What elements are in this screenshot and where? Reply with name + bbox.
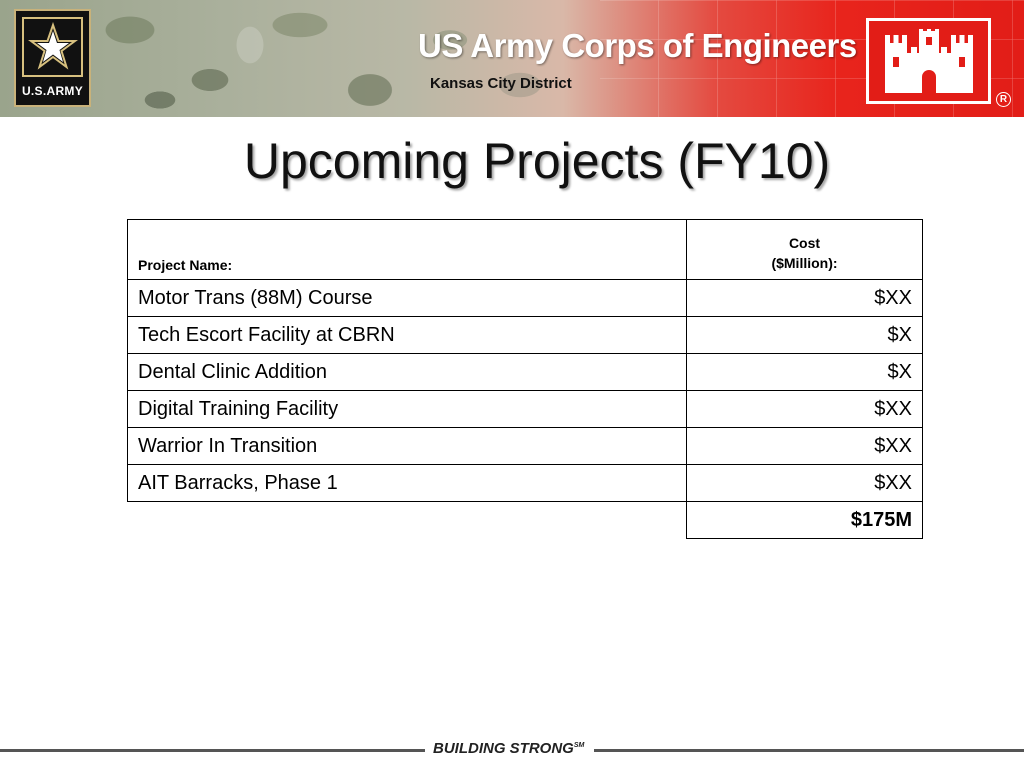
- project-name-cell: Warrior In Transition: [127, 427, 687, 465]
- organization-title: US Army Corps of Engineers: [418, 27, 857, 64]
- service-mark: SM: [573, 742, 585, 749]
- project-cost-cell: $XX: [686, 427, 923, 465]
- table-row: AIT Barracks, Phase 1 $XX: [127, 464, 923, 502]
- camo-pattern: [0, 0, 640, 117]
- footer-rule-right: [594, 749, 1024, 752]
- project-cost-cell: $XX: [686, 279, 923, 317]
- table-header-row: Project Name: Cost ($Million):: [127, 219, 923, 280]
- project-cost-cell: $X: [686, 316, 923, 354]
- project-cost-cell: $X: [686, 353, 923, 391]
- castle-icon: [866, 18, 991, 104]
- total-spacer-cell: [128, 502, 687, 539]
- column-header-cost: Cost ($Million):: [686, 219, 923, 280]
- table-row: Warrior In Transition $XX: [127, 427, 923, 465]
- project-name-cell: AIT Barracks, Phase 1: [127, 464, 687, 502]
- table-total-row: $175M: [128, 501, 923, 539]
- project-name-cell: Motor Trans (88M) Course: [127, 279, 687, 317]
- footer-tagline: BUILDING STRONGSM: [433, 740, 584, 757]
- army-logo-text: U.S.ARMY: [21, 84, 84, 98]
- tagline-text: BUILDING STRONG: [433, 740, 574, 757]
- column-header-project-name: Project Name:: [127, 219, 687, 280]
- table-row: Dental Clinic Addition $X: [127, 353, 923, 391]
- registered-mark: R: [996, 92, 1011, 107]
- cost-header-line1: Cost: [788, 235, 821, 251]
- project-name-cell: Tech Escort Facility at CBRN: [127, 316, 687, 354]
- total-cost-cell: $175M: [686, 501, 923, 539]
- table-row: Digital Training Facility $XX: [127, 390, 923, 428]
- project-name-cell: Dental Clinic Addition: [127, 353, 687, 391]
- header-banner: U.S.ARMY US Army Corps of Engineers Kans…: [0, 0, 1024, 117]
- projects-table: Project Name: Cost ($Million): Motor Tra…: [127, 219, 923, 539]
- table-row: Tech Escort Facility at CBRN $X: [127, 316, 923, 354]
- page-title: Upcoming Projects (FY10): [243, 133, 831, 189]
- project-cost-cell: $XX: [686, 390, 923, 428]
- district-name: Kansas City District: [430, 75, 572, 92]
- footer-rule-left: [0, 749, 425, 752]
- table-row: Motor Trans (88M) Course $XX: [127, 279, 923, 317]
- army-star-icon: [22, 17, 83, 77]
- project-name-cell: Digital Training Facility: [127, 390, 687, 428]
- footer: BUILDING STRONGSM: [0, 738, 1024, 762]
- us-army-logo: U.S.ARMY: [14, 9, 91, 107]
- cost-header-line2: ($Million):: [771, 255, 838, 271]
- project-cost-cell: $XX: [686, 464, 923, 502]
